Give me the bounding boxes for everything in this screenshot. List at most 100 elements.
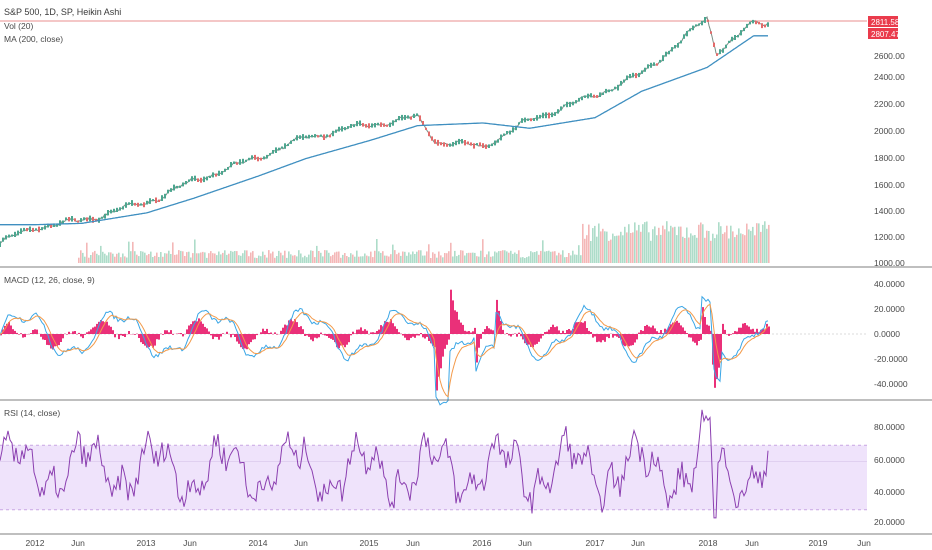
histogram-bar [656, 331, 658, 334]
volume-bar [406, 255, 408, 263]
volume-bar [496, 252, 498, 263]
volume-bar [586, 235, 588, 263]
candle [554, 112, 556, 116]
volume-bar [714, 238, 716, 263]
volume-bar [420, 250, 422, 263]
volume-bar [448, 251, 450, 263]
candle [74, 218, 76, 222]
histogram-bar [740, 327, 742, 334]
volume-bar [272, 251, 274, 263]
histogram-bar [632, 334, 634, 346]
histogram-bar [478, 334, 480, 348]
candle [662, 55, 664, 62]
histogram-bar [622, 334, 624, 346]
volume-bar [338, 251, 340, 263]
histogram-bar [510, 334, 512, 337]
volume-bar [454, 250, 456, 263]
histogram-bar [444, 334, 446, 349]
volume-bar [502, 250, 504, 263]
histogram-bar [642, 330, 644, 334]
time-axis[interactable]: 2012 Jun 2013 Jun 2014 Jun 2015 Jun 2016 Jun 2017 J… [26, 538, 872, 548]
candle [629, 74, 631, 79]
histogram-bar [306, 334, 308, 336]
candle [284, 143, 286, 149]
macd-title[interactable]: MACD (12, 26, close, 9) [4, 275, 95, 285]
candle [239, 159, 241, 165]
candle [374, 123, 376, 128]
volume-bar [500, 250, 502, 263]
histogram-bar [218, 334, 220, 340]
histogram-bar [296, 322, 298, 334]
histogram-bar [518, 332, 520, 334]
candle [101, 216, 103, 219]
candle [137, 202, 139, 207]
histogram-bar [376, 331, 378, 334]
candle [26, 228, 28, 232]
volume-bar [82, 252, 84, 263]
histogram-bar [198, 318, 200, 334]
volume-bar [440, 255, 442, 263]
candle [560, 106, 562, 111]
histogram-bar [744, 323, 746, 334]
candle [530, 118, 532, 122]
candle [401, 114, 403, 121]
candle [203, 176, 205, 183]
candle [8, 234, 10, 238]
candle [521, 118, 523, 123]
volume-bar [650, 240, 652, 263]
volume-bar [366, 255, 368, 263]
candle [176, 185, 178, 189]
candle [677, 43, 679, 48]
candle [146, 200, 148, 205]
rsi-title[interactable]: RSI (14, close) [4, 408, 60, 418]
vol-indicator-label[interactable]: Vol (20) [4, 21, 33, 31]
volume-bar [342, 254, 344, 263]
histogram-bar [418, 334, 420, 336]
main-y-tick-label: 1400.00 [874, 206, 905, 216]
histogram-bar [506, 333, 508, 334]
candle [125, 202, 127, 208]
histogram-bar [362, 330, 364, 334]
candle [608, 89, 610, 93]
volume-bar [612, 233, 614, 263]
volume-bar [328, 252, 330, 263]
candle [362, 123, 364, 127]
macd-y-axis[interactable]: 40.0000 20.0000 0.0000 -20.0000 -40.0000 [874, 279, 908, 389]
candle [650, 62, 652, 68]
histogram-bar [364, 329, 366, 334]
volume-bar [508, 252, 510, 263]
ma-indicator-label[interactable]: MA (200, close) [4, 34, 63, 44]
volume-bar [354, 256, 356, 263]
volume-bar [142, 251, 144, 263]
volume-bar [704, 237, 706, 263]
main-y-tick-label: 1800.00 [874, 153, 905, 163]
histogram-bar [508, 334, 510, 336]
histogram-bar [672, 322, 674, 334]
rsi-y-tick-label: 40.0000 [874, 487, 905, 497]
candle [494, 140, 496, 146]
volume-bar [544, 251, 546, 263]
histogram-bar [220, 334, 222, 337]
candle [329, 134, 331, 138]
rsi-y-axis[interactable]: 80.0000 60.0000 40.0000 20.0000 [874, 422, 905, 527]
volume-bar [404, 251, 406, 263]
volume-bar [386, 255, 388, 263]
candle [536, 115, 538, 121]
histogram-bar [720, 334, 722, 360]
histogram-bar [320, 332, 322, 334]
volume-bar [132, 241, 134, 263]
main-y-axis[interactable]: 2600.00 2400.00 2200.00 2000.00 1800.00 1600.… [874, 51, 905, 268]
volume-bar [654, 226, 656, 263]
candle [386, 124, 388, 127]
histogram-bar [68, 331, 70, 334]
volume-bar [152, 257, 154, 263]
histogram-bar [446, 334, 448, 345]
time-axis-label: Jun [518, 538, 532, 548]
histogram-bar [538, 334, 540, 342]
volume-bar [590, 241, 592, 263]
volume-bar [172, 242, 174, 263]
candle [548, 112, 550, 119]
histogram-bar [168, 332, 170, 334]
volume-bar [652, 229, 654, 263]
